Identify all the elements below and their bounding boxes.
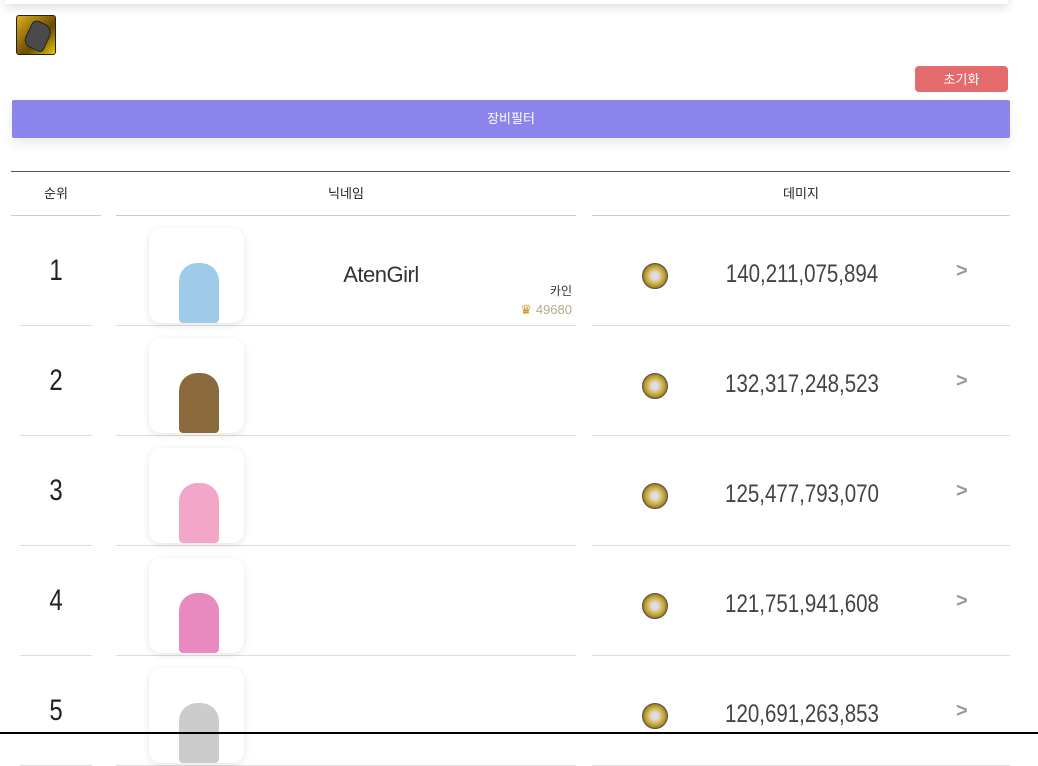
chevron-right-icon[interactable]: > [956,370,968,392]
damage-cell: 132,317,248,523 > [592,326,1010,436]
reset-button[interactable]: 초기화 [915,66,1008,92]
skill-icon [642,263,668,289]
damage-value: 125,477,793,070 [725,480,879,508]
avatar [149,448,244,543]
chevron-right-icon[interactable]: > [956,260,968,282]
fame-value: 49680 [535,302,572,317]
nickname-cell [116,656,576,766]
skill-icon [642,593,668,619]
table-row[interactable]: 1 AtenGirl 카인 ♛ 49680 140,211,075,894 > [0,216,1038,326]
job-name: 카인 [549,284,572,298]
damage-value: 121,751,941,608 [725,590,879,618]
damage-value: 140,211,075,894 [725,260,879,288]
skill-icon [642,703,668,729]
damage-value: 120,691,263,853 [725,700,879,728]
column-header-rank: 순위 [11,172,101,216]
table-row[interactable]: 3 125,477,793,070 > [0,436,1038,546]
avatar [149,338,244,433]
damage-cell: 125,477,793,070 > [592,436,1010,546]
character-name[interactable]: AtenGirl [343,262,419,287]
rank: 2 [20,326,92,436]
fame-icon: ♛ [520,302,532,317]
divider [11,171,1010,172]
nickname-cell: AtenGirl 카인 ♛ 49680 [116,216,576,326]
equipment-filter-button[interactable]: 장비필터 [12,100,1010,138]
damage-value: 132,317,248,523 [725,370,879,398]
nickname-cell [116,436,576,546]
column-header-damage: 데미지 [592,172,1010,216]
damage-cell: 140,211,075,894 > [592,216,1010,326]
divider [0,732,1038,734]
rank: 5 [20,656,92,766]
table-row[interactable]: 2 132,317,248,523 > [0,326,1038,436]
table-row[interactable]: 4 121,751,941,608 > [0,546,1038,656]
chevron-right-icon[interactable]: > [956,700,968,722]
skill-icon [642,373,668,399]
nickname-cell [116,546,576,656]
rank: 4 [20,546,92,656]
table-row[interactable]: 5 120,691,263,853 > [0,656,1038,766]
chevron-right-icon[interactable]: > [956,480,968,502]
gauntlet-icon[interactable] [16,15,56,55]
avatar [149,228,244,323]
avatar [149,668,244,763]
rank: 1 [20,216,92,326]
top-card [5,0,1008,4]
damage-cell: 120,691,263,853 > [592,656,1010,766]
fame: ♛ 49680 [520,302,572,318]
column-header-nickname: 닉네임 [116,172,576,216]
skill-icon [642,483,668,509]
chevron-right-icon[interactable]: > [956,590,968,612]
damage-cell: 121,751,941,608 > [592,546,1010,656]
rank: 3 [20,436,92,546]
avatar [149,558,244,653]
nickname-cell [116,326,576,436]
